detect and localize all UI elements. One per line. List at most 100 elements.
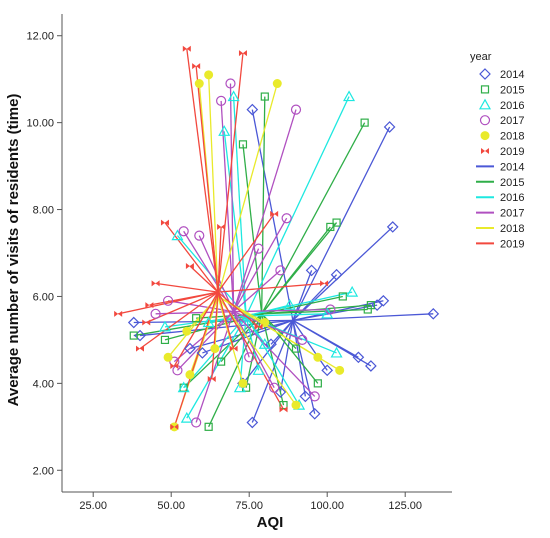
fit-line-2017 [233,311,275,389]
data-point-2019 [182,45,191,52]
data-point-2019-left [229,345,234,352]
legend-label: 2017 [500,208,524,220]
legend-label: 2015 [500,84,524,96]
data-point-2015 [363,305,372,314]
data-point-2019-right [196,63,201,70]
data-point-2018 [204,70,214,80]
data-point-2014 [246,416,259,429]
legend-marker-entry: 2018 [480,131,524,143]
fit-line-2019 [173,291,219,367]
fit-line-2016 [245,315,266,345]
data-point-2015 [326,222,335,232]
fit-line-2016 [186,315,247,419]
data-point-2019-right [186,45,191,52]
fit-line-2014 [270,319,294,345]
data-point-2016 [227,90,240,102]
data-point-2015 [360,118,369,127]
data-point-2019-left [170,423,175,430]
data-point-2019-left [170,362,175,369]
fit-line-2018 [217,83,278,297]
data-point-2017 [225,78,236,89]
data-point-2015 [332,218,341,227]
data-point-2017 [309,391,320,402]
legend-marker [479,115,491,126]
data-point-2019 [114,310,123,317]
fit-line-2017 [229,83,235,312]
legend-line-entry: 2018 [476,223,524,235]
fit-line-2017 [233,311,316,397]
data-point-2018 [272,79,282,89]
fit-line-2015 [261,226,331,315]
data-point-2019-right [174,362,179,369]
fit-line-2016 [245,96,350,317]
data-point-2014 [127,316,140,329]
legend-label: 2017 [500,115,524,127]
fit-line-2019 [217,226,222,293]
data-point-2019 [142,319,151,326]
data-point-2017 [297,334,308,346]
data-point-2018 [313,352,323,362]
data-point-2019-right [155,280,160,287]
data-point-2019-right [221,223,226,230]
data-point-2019-left [217,223,222,230]
y-tick-label: 10.00 [26,118,54,130]
data-point-2014 [299,390,312,403]
y-tick-label: 2.00 [33,465,54,477]
fit-line-2015 [220,313,263,363]
data-point-2019-left [207,376,212,383]
legend-label: 2016 [500,100,524,112]
series-2019 [118,48,325,428]
data-point-2015 [238,140,248,149]
data-point-2019-right [211,376,216,383]
fit-line-2019 [155,282,219,293]
legend-marker-entry: 2019 [481,146,524,158]
fit-line-2019 [217,291,235,349]
data-point-2017 [216,95,227,107]
data-point-2017 [162,295,174,306]
fit-line-2015 [261,313,319,384]
y-tick-label: 6.00 [33,291,54,303]
fit-line-2017 [232,248,260,312]
fit-line-2019 [139,291,219,350]
markers-2019 [114,45,329,430]
data-point-2019 [160,219,169,226]
fit-line-2017 [233,308,331,313]
data-point-2019-right [118,310,123,317]
legend-label: 2018 [500,131,524,143]
fit-line-2014 [292,319,328,371]
data-point-2017 [290,104,302,115]
fit-line-2014 [292,304,378,321]
legend: year 2014 2015 2016 2017 2018 2019 2014 2015 201… [470,51,524,250]
legend-line-entry: 2017 [476,208,524,220]
plot-area [114,45,440,432]
x-tick-label: 125.00 [388,500,422,512]
legend-label: 2019 [500,238,524,250]
fit-line-2019 [217,213,275,293]
data-point-2018 [163,352,173,362]
fit-line-2015 [261,96,266,314]
data-point-2017 [150,308,161,319]
data-point-2019-left [151,280,156,287]
legend-marker-right [485,148,489,154]
data-point-2019-left [279,406,284,413]
legend-label: 2016 [500,192,524,204]
legend-marker [480,85,490,94]
legend-label: 2014 [500,69,524,81]
legend-marker-entry: 2015 [480,84,524,96]
legend-marker-entry: 2017 [479,115,524,127]
fit-line-2018 [217,296,244,384]
data-point-2017 [194,230,205,241]
data-point-2015 [260,92,269,101]
axes: 25.00 50.00 75.00 100.00 125.00 2.00 4.00 6.00 8… [26,14,452,512]
data-point-2014 [274,386,287,398]
data-point-2014 [321,364,334,377]
data-point-2019-left [114,310,119,317]
data-point-2019-left [145,302,150,309]
data-point-2019 [136,345,144,352]
data-point-2019-left [192,63,197,70]
data-point-2019 [254,323,263,330]
data-point-2016 [177,381,190,393]
data-point-2019-left [270,210,275,217]
fit-line-2019 [149,291,219,306]
